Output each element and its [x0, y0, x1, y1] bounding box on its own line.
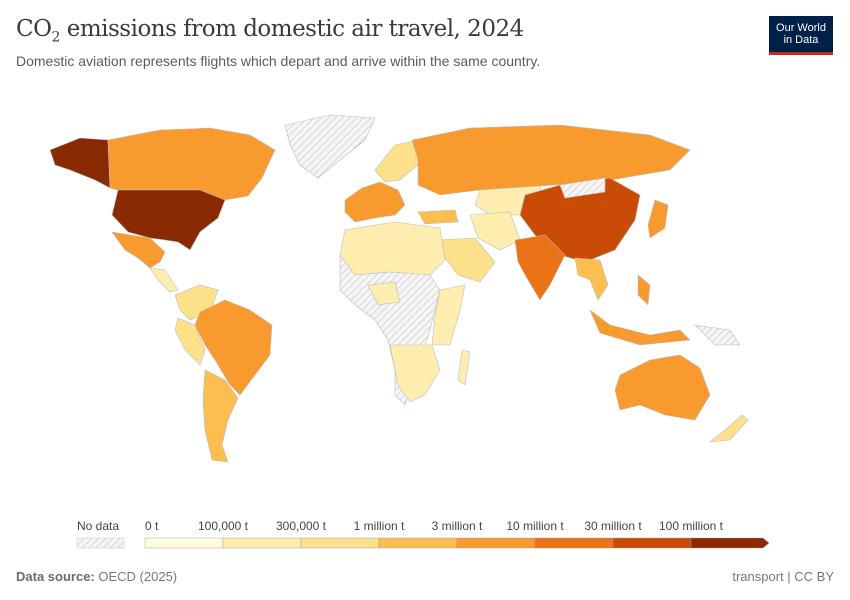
data-source-link[interactable]: OECD (2025)	[98, 569, 178, 584]
country-alaska[interactable]	[49, 137, 111, 189]
legend-bin-label: 100 million t	[659, 519, 724, 533]
country-argentina[interactable]	[202, 369, 239, 463]
country-iran[interactable]	[469, 211, 521, 251]
legend-bin-label: 30 million t	[584, 519, 642, 533]
country-mongolia[interactable]	[559, 177, 606, 199]
country-brazil[interactable]	[194, 299, 273, 396]
country-turkey[interactable]	[417, 209, 459, 225]
license-text[interactable]: transport | CC BY	[732, 569, 834, 584]
country-madagascar[interactable]	[457, 349, 471, 386]
country-japan[interactable]	[647, 199, 669, 239]
country-nigeria[interactable]	[367, 281, 401, 306]
country-east-africa[interactable]	[431, 284, 466, 346]
legend-bin-label: 10 million t	[506, 519, 564, 533]
legend-bin-swatch[interactable]	[534, 537, 614, 549]
country-mexico[interactable]	[111, 231, 166, 269]
legend-bin-label: 3 million t	[432, 519, 483, 533]
country-papua[interactable]	[694, 324, 741, 346]
country-se-asia[interactable]	[574, 257, 609, 301]
country-greenland[interactable]	[284, 114, 376, 179]
country-north-africa[interactable]	[339, 221, 446, 276]
legend-bin-label: 100,000 t	[198, 519, 249, 533]
legend-bin-label: 1 million t	[354, 519, 405, 533]
legend-bin-swatch[interactable]	[612, 537, 692, 549]
country-canada[interactable]	[107, 127, 276, 201]
country-indonesia[interactable]	[589, 309, 691, 346]
country-india[interactable]	[514, 234, 566, 301]
legend-bin-label: 0 t	[145, 519, 159, 533]
country-europe[interactable]	[344, 181, 406, 223]
legend-no-data-label: No data	[77, 519, 119, 533]
country-australia[interactable]	[614, 354, 711, 421]
legend: No data 0 t 100,000 t 300,000 t 1 million t…	[76, 519, 770, 549]
country-usa[interactable]	[111, 189, 226, 251]
chart-title: CO2 emissions from domestic air travel, …	[16, 16, 524, 46]
country-central-america[interactable]	[149, 267, 179, 293]
country-southern-africa[interactable]	[389, 344, 441, 403]
country-scandinavia[interactable]	[374, 139, 421, 183]
legend-bin-swatch[interactable]	[144, 537, 224, 549]
country-saudi-arabia[interactable]	[439, 237, 496, 283]
legend-bin-swatch[interactable]	[300, 537, 380, 549]
country-russia[interactable]	[411, 124, 691, 196]
legend-no-data-swatch	[76, 537, 125, 549]
legend-bin-swatch[interactable]	[690, 537, 770, 549]
data-source: Data source: OECD (2025)	[16, 569, 178, 584]
country-new-zealand[interactable]	[709, 414, 749, 443]
legend-bin-label: 300,000 t	[276, 519, 327, 533]
country-philippines[interactable]	[637, 274, 651, 306]
legend-bin-swatch[interactable]	[378, 537, 458, 549]
owid-logo[interactable]: Our World in Data	[769, 16, 833, 55]
legend-bin-swatch[interactable]	[456, 537, 536, 549]
chart-subtitle: Domestic aviation represents flights whi…	[16, 53, 541, 69]
legend-bin-swatch[interactable]	[222, 537, 302, 549]
